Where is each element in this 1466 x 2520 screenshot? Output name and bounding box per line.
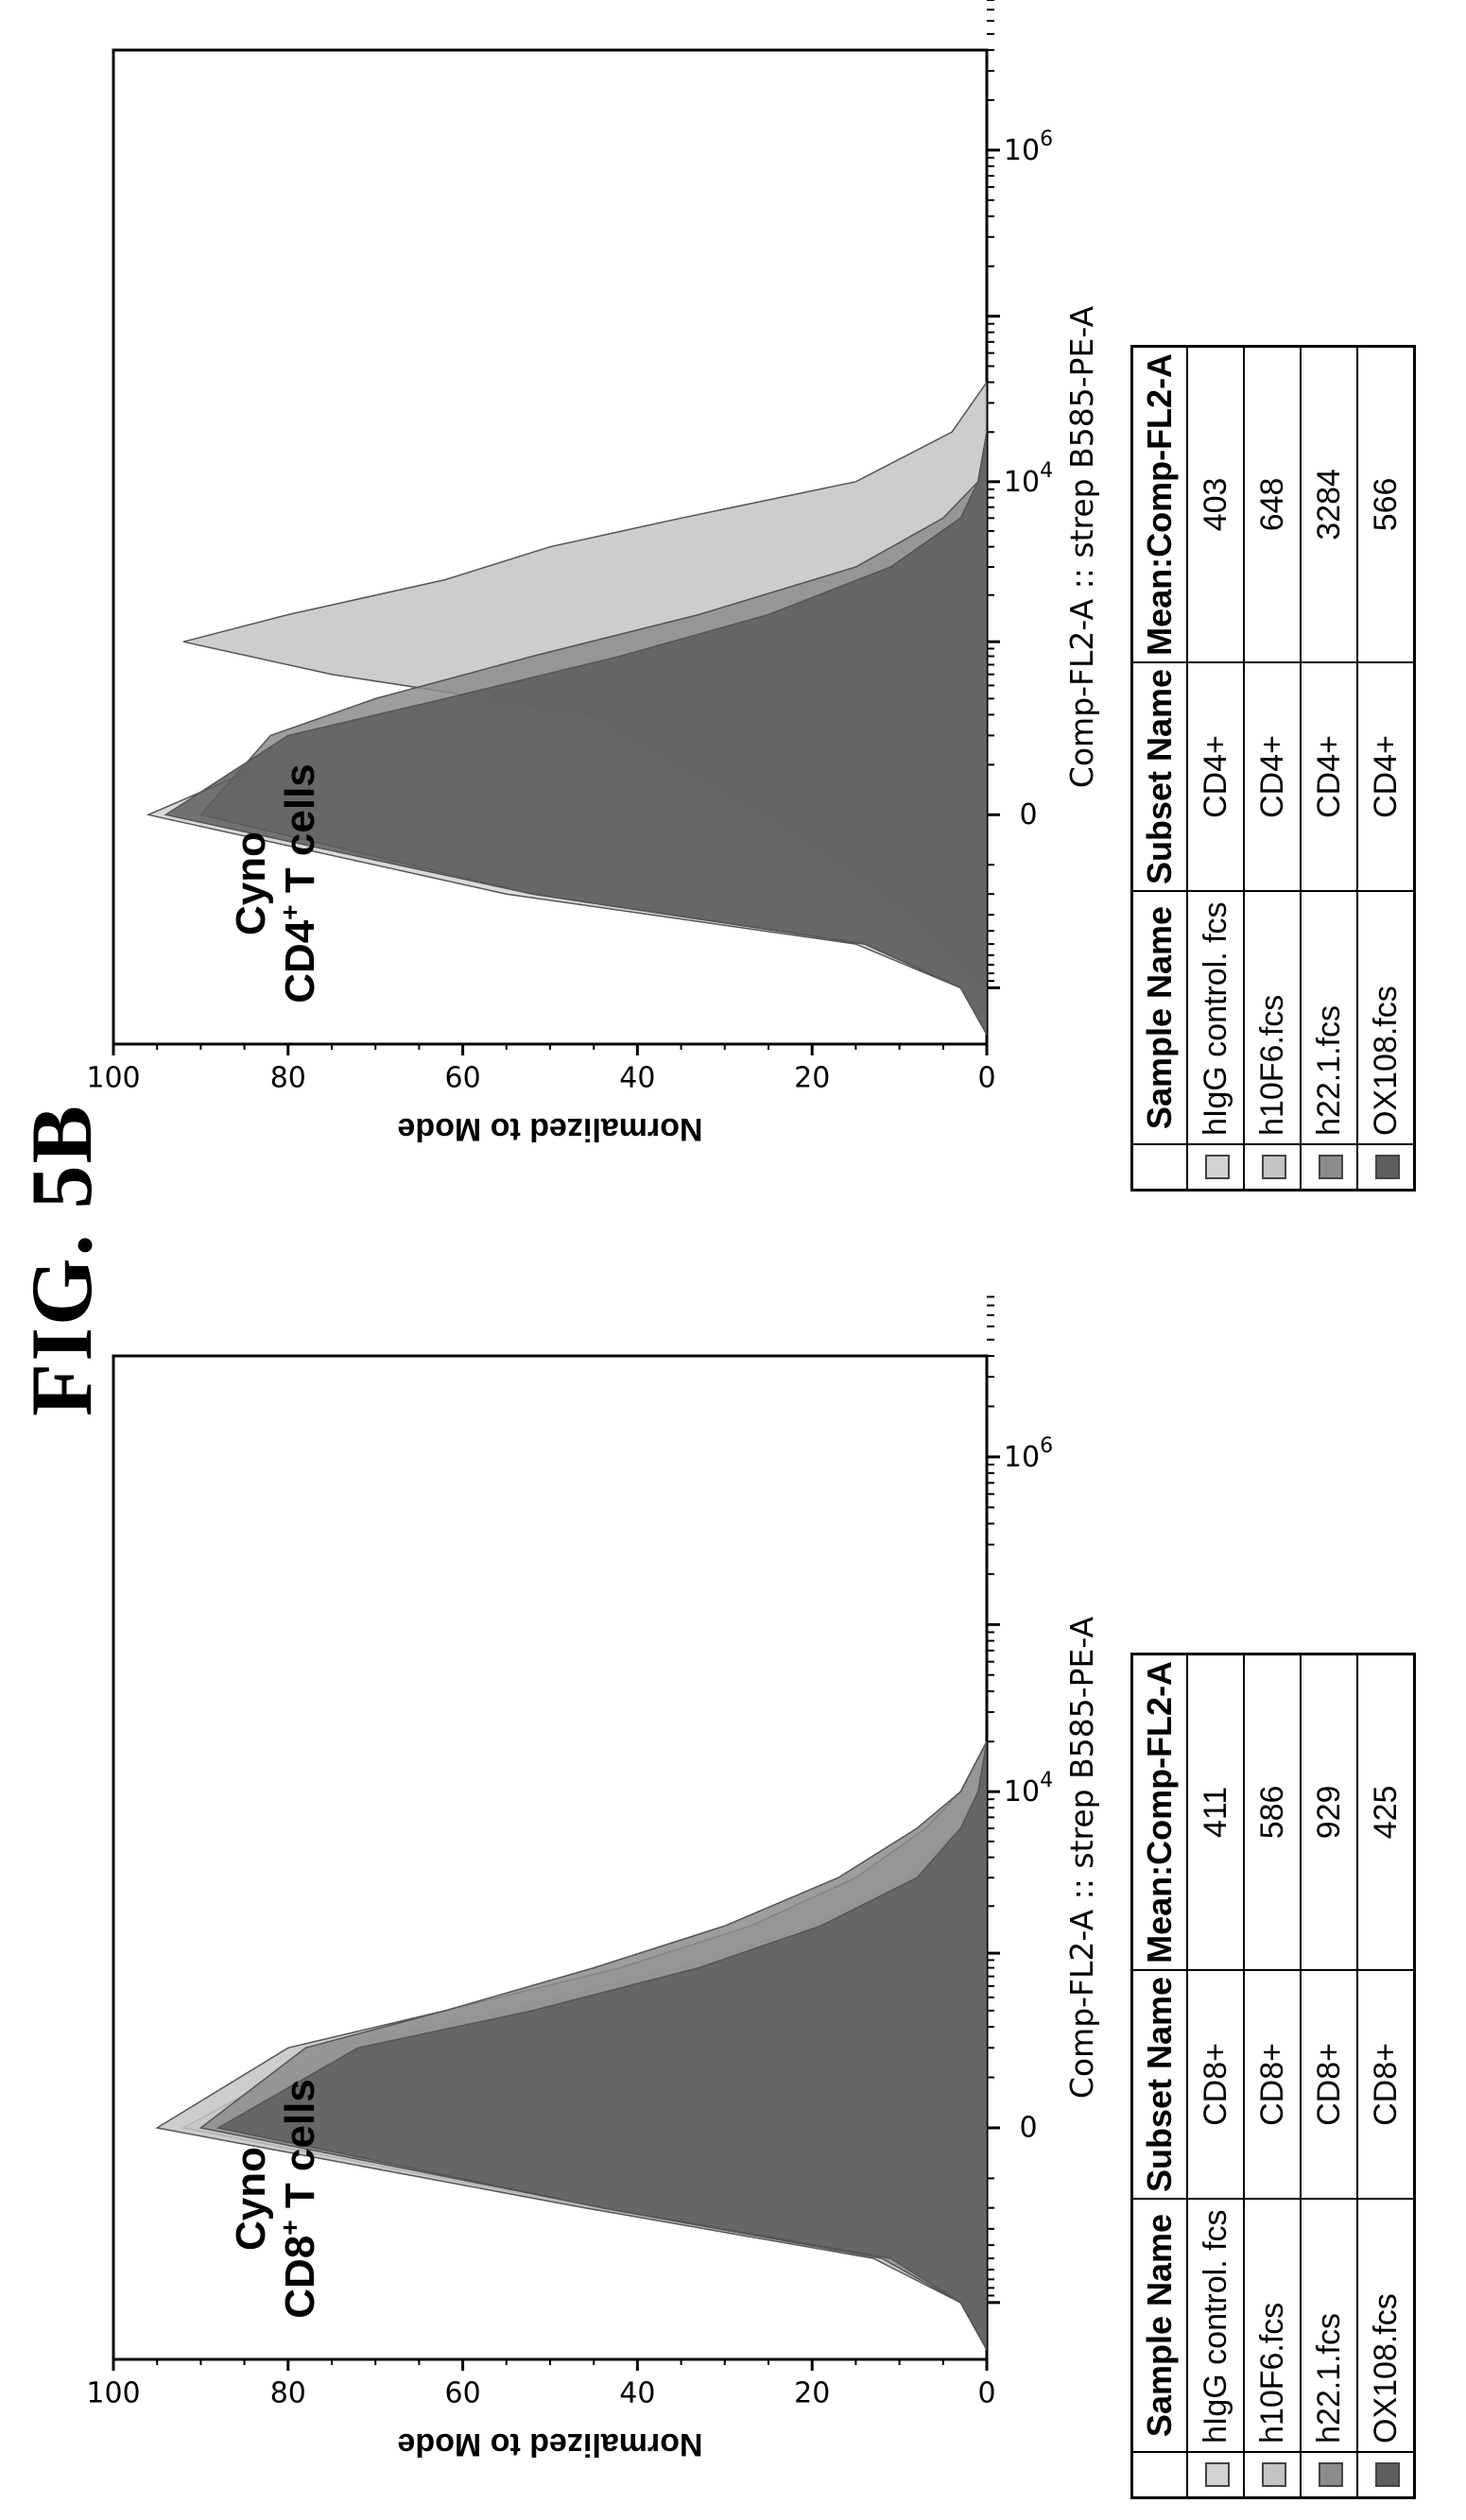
mean-cell: 3284	[1301, 346, 1357, 662]
subset-name-cell: CD8+	[1244, 1969, 1301, 2199]
table-row: OX108.fcs CD8+ 425	[1357, 1654, 1415, 2498]
y-axis-title: Normalized to Mode	[397, 1111, 702, 1147]
y-tick-label: 60	[445, 1062, 481, 1095]
subset-name-cell: CD4+	[1357, 661, 1415, 891]
table-row: OX108.fcs CD4+ 566	[1357, 346, 1415, 1191]
swatch-cell	[1244, 2452, 1301, 2498]
header-subset-name: Subset Name	[1131, 661, 1187, 891]
swatch-header	[1131, 2452, 1187, 2498]
panel-annotation-line2: CD8+ T cells	[275, 2079, 323, 2319]
header-mean: Mean:Comp-FL2-A	[1131, 346, 1187, 662]
table-header-row: Sample Name Subset Name Mean:Comp-FL2-A	[1131, 346, 1187, 1191]
panel-annotation-line1: Cyno	[228, 831, 274, 935]
sample-name-cell: h22.1.fcs	[1301, 891, 1357, 1144]
table-header-row: Sample Name Subset Name Mean:Comp-FL2-A	[1131, 1654, 1187, 2498]
legend-swatch	[1374, 2462, 1400, 2487]
swatch-header	[1131, 1144, 1187, 1191]
sample-name-cell: h22.1.fcs	[1301, 2199, 1357, 2452]
legend-swatch	[1261, 1155, 1286, 1179]
panel-annotation-line1: Cyno	[228, 2147, 274, 2251]
panel-annotation-line2: CD4+ T cells	[275, 763, 323, 1003]
legend-swatch	[1204, 1155, 1230, 1179]
legend-table-cd8: Sample Name Subset Name Mean:Comp-FL2-A …	[1130, 1652, 1416, 2499]
subset-name-cell: CD4+	[1301, 661, 1357, 891]
x-tick-label: 104	[1004, 1769, 1053, 1809]
histogram-ox108-fcs	[164, 432, 987, 1037]
x-tick-label: 0	[1019, 798, 1037, 831]
histogram-layers	[155, 1740, 987, 2353]
y-tick-label: 60	[445, 2377, 481, 2410]
sample-name-cell: OX108.fcs	[1357, 2199, 1415, 2452]
header-sample-name: Sample Name	[1131, 891, 1187, 1144]
x-tick-label: 104	[1004, 458, 1053, 498]
subset-name-cell: CD8+	[1187, 1969, 1244, 2199]
sample-name-cell: hIgG control. fcs	[1187, 2199, 1244, 2452]
y-tick-label: 20	[794, 1062, 830, 1095]
y-tick-label: 0	[977, 1062, 995, 1095]
mean-cell: 403	[1187, 346, 1244, 662]
legend-swatch	[1204, 2462, 1230, 2487]
y-tick-label: 40	[619, 1062, 655, 1095]
sample-name-cell: h10F6.fcs	[1244, 891, 1301, 1144]
subset-name-cell: CD4+	[1187, 661, 1244, 891]
histogram-ox108-fcs	[216, 1740, 987, 2353]
table-row: hIgG control. fcs CD8+ 411	[1187, 1654, 1244, 2498]
table-row: h22.1.fcs CD8+ 929	[1301, 1654, 1357, 2498]
x-tick-label: 106	[1004, 1433, 1053, 1473]
mean-cell: 425	[1357, 1654, 1415, 1970]
mean-cell: 411	[1187, 1654, 1244, 1970]
table-row: h10F6.fcs CD4+ 648	[1244, 346, 1301, 1191]
histogram-layers	[146, 380, 987, 1037]
x-axis-title: Comp-FL2-A :: strep B585-PE-A	[1063, 305, 1100, 788]
swatch-cell	[1244, 1144, 1301, 1191]
legend-swatch	[1261, 2462, 1286, 2487]
subset-name-cell: CD8+	[1301, 1969, 1357, 2199]
subset-name-cell: CD8+	[1357, 1969, 1415, 2199]
x-tick-label: 106	[1004, 127, 1053, 166]
header-sample-name: Sample Name	[1131, 2199, 1187, 2452]
y-tick-label: 20	[794, 2377, 830, 2410]
mean-cell: 929	[1301, 1654, 1357, 1970]
swatch-cell	[1357, 2452, 1415, 2498]
y-tick-label: 80	[270, 2377, 306, 2410]
table-row: hIgG control. fcs CD4+ 403	[1187, 346, 1244, 1191]
mean-cell: 566	[1357, 346, 1415, 662]
y-tick-label: 80	[270, 1062, 306, 1095]
header-mean: Mean:Comp-FL2-A	[1131, 1654, 1187, 1970]
y-axis-title: Normalized to Mode	[397, 2426, 702, 2462]
legend-swatch	[1374, 1155, 1400, 1179]
swatch-cell	[1301, 2452, 1357, 2498]
header-subset-name: Subset Name	[1131, 1969, 1187, 2199]
legend-table-cd4: Sample Name Subset Name Mean:Comp-FL2-A …	[1130, 344, 1416, 1191]
legend-swatch	[1318, 1155, 1343, 1179]
swatch-cell	[1301, 1144, 1357, 1191]
mean-cell: 586	[1244, 1654, 1301, 1970]
mean-cell: 648	[1244, 346, 1301, 662]
x-tick-label: 0	[1019, 2111, 1037, 2144]
x-axis-title: Comp-FL2-A :: strep B585-PE-A	[1063, 1616, 1100, 2099]
swatch-cell	[1357, 1144, 1415, 1191]
y-tick-label: 40	[619, 2377, 655, 2410]
sample-name-cell: OX108.fcs	[1357, 891, 1415, 1144]
y-tick-label: 100	[86, 1062, 140, 1095]
y-tick-label: 100	[86, 2377, 140, 2410]
table-row: h22.1.fcs CD4+ 3284	[1301, 346, 1357, 1191]
swatch-cell	[1187, 1144, 1244, 1191]
legend-swatch	[1318, 2462, 1343, 2487]
sample-name-cell: hIgG control. fcs	[1187, 891, 1244, 1144]
swatch-cell	[1187, 2452, 1244, 2498]
subset-name-cell: CD4+	[1244, 661, 1301, 891]
y-tick-label: 0	[977, 2377, 995, 2410]
sample-name-cell: h10F6.fcs	[1244, 2199, 1301, 2452]
table-row: h10F6.fcs CD8+ 586	[1244, 1654, 1301, 2498]
